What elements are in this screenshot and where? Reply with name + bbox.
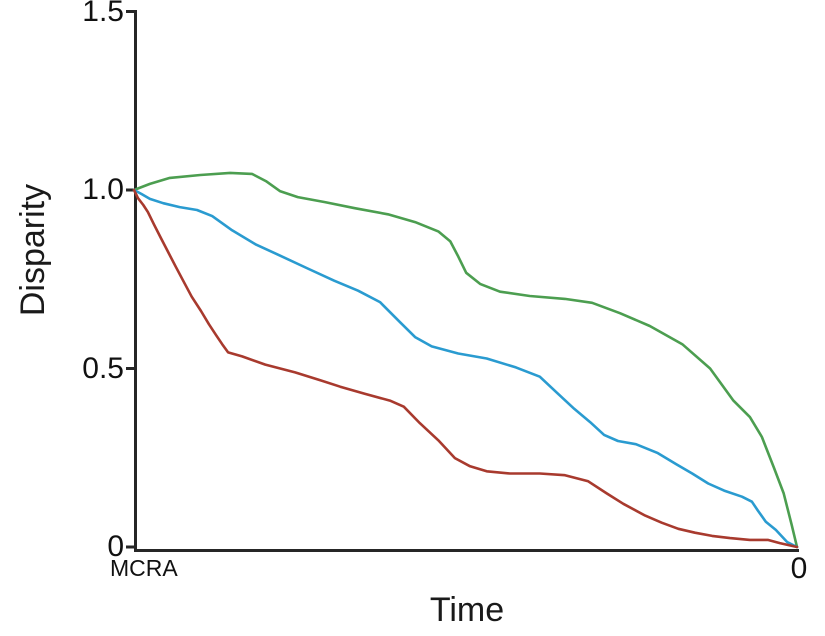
y-tick-label: 0 xyxy=(107,530,124,563)
y-tick-label: 1.0 xyxy=(82,173,124,206)
x-axis-title: Time xyxy=(429,591,505,629)
y-axis-title: Disparity xyxy=(14,183,52,317)
x-tick-label-zero: 0 xyxy=(790,552,808,585)
blue-curve xyxy=(132,188,799,549)
y-tick-label: 1.5 xyxy=(82,0,124,28)
red-curve xyxy=(132,188,799,549)
green-curve xyxy=(132,171,799,549)
y-tick-label: 0.5 xyxy=(82,351,124,385)
x-tick-label-mcra: MCRA xyxy=(110,555,178,581)
